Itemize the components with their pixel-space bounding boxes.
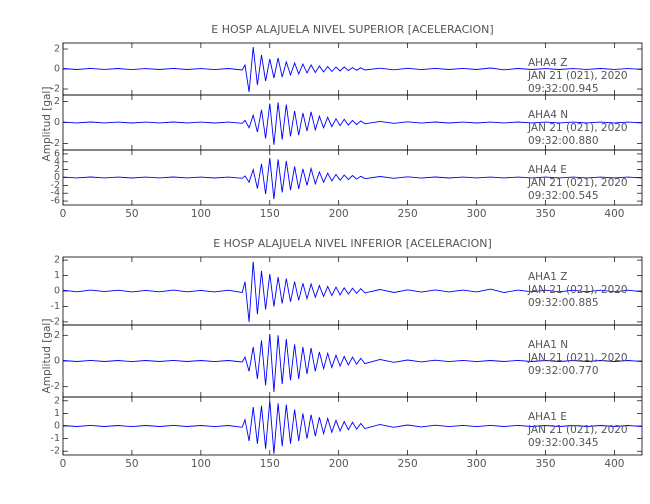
x-tick-label: 0 — [60, 208, 67, 220]
y-axis-label: Amplitud [gal] — [41, 87, 53, 162]
time-label: 09:32:00.945 — [528, 83, 599, 95]
x-tick-label: 350 — [535, 458, 555, 470]
y-tick-label: 1 — [54, 270, 60, 281]
y-tick-label: -2 — [51, 84, 60, 95]
waveform — [62, 46, 643, 93]
y-tick-label: 2 — [54, 395, 60, 406]
waveform — [62, 333, 643, 392]
y-tick-label: -2 — [51, 138, 60, 149]
y-tick-label: 2 — [54, 330, 60, 341]
chart-title: E HOSP ALAJUELA NIVEL SUPERIOR [ACELERAC… — [211, 23, 493, 36]
y-tick-label: 6 — [54, 148, 60, 159]
date-label: JAN 21 (021), 2020 — [527, 70, 628, 82]
date-label: JAN 21 (021), 2020 — [527, 424, 628, 436]
y-tick-label: 0 — [54, 286, 60, 297]
time-label: 09:32:00.880 — [528, 135, 599, 147]
station-label: AHA1 Z — [528, 271, 567, 283]
y-tick-label: 0 — [54, 172, 60, 183]
waveform — [62, 400, 643, 454]
time-label: 09:32:00.545 — [528, 190, 599, 202]
date-label: JAN 21 (021), 2020 — [527, 122, 628, 134]
y-tick-label: -2 — [51, 381, 60, 392]
x-tick-label: 0 — [60, 458, 67, 470]
x-tick-label: 300 — [467, 208, 487, 220]
waveform — [62, 157, 643, 200]
x-tick-label: 200 — [329, 208, 349, 220]
y-tick-label: 0 — [54, 356, 60, 367]
y-tick-label: 0 — [54, 117, 60, 128]
y-axis-label: Amplitud [gal] — [41, 319, 53, 394]
x-tick-label: 250 — [398, 458, 418, 470]
y-tick-label: 2 — [54, 96, 60, 107]
station-label: AHA4 N — [528, 109, 568, 121]
y-tick-label: 4 — [54, 156, 60, 167]
waveform — [62, 102, 643, 145]
y-tick-label: 1 — [54, 408, 60, 419]
date-label: JAN 21 (021), 2020 — [527, 352, 628, 364]
x-tick-label: 300 — [467, 458, 487, 470]
x-tick-label: 250 — [398, 208, 418, 220]
y-tick-label: 2 — [54, 164, 60, 175]
y-tick-label: 2 — [54, 44, 60, 55]
station-label: AHA1 N — [528, 339, 568, 351]
y-tick-label: -1 — [51, 301, 60, 312]
x-tick-label: 50 — [125, 208, 138, 220]
y-tick-label: -2 — [51, 446, 60, 457]
station-label: AHA1 E — [528, 411, 567, 423]
y-tick-label: -1 — [51, 433, 60, 444]
y-tick-label: 2 — [54, 255, 60, 266]
y-tick-label: 0 — [54, 421, 60, 432]
y-tick-label: -2 — [51, 316, 60, 327]
x-tick-label: 100 — [191, 458, 211, 470]
chart-title: E HOSP ALAJUELA NIVEL INFERIOR [ACELERAC… — [213, 237, 492, 250]
x-tick-label: 350 — [535, 208, 555, 220]
x-tick-label: 150 — [260, 458, 280, 470]
x-tick-label: 100 — [191, 208, 211, 220]
waveform — [62, 261, 643, 322]
x-tick-label: 400 — [604, 458, 624, 470]
y-tick-label: 0 — [54, 64, 60, 75]
x-tick-label: 50 — [125, 458, 138, 470]
y-tick-label: -4 — [51, 188, 60, 199]
y-tick-label: -2 — [51, 180, 60, 191]
y-tick-label: -6 — [51, 196, 60, 207]
x-tick-label: 400 — [604, 208, 624, 220]
station-label: AHA4 Z — [528, 57, 567, 69]
date-label: JAN 21 (021), 2020 — [527, 284, 628, 296]
x-tick-label: 150 — [260, 208, 280, 220]
time-label: 09:32:00.345 — [528, 437, 599, 449]
date-label: JAN 21 (021), 2020 — [527, 177, 628, 189]
time-label: 09:32:00.770 — [528, 365, 599, 377]
station-label: AHA4 E — [528, 164, 567, 176]
x-tick-label: 200 — [329, 458, 349, 470]
time-label: 09:32:00.885 — [528, 297, 599, 309]
